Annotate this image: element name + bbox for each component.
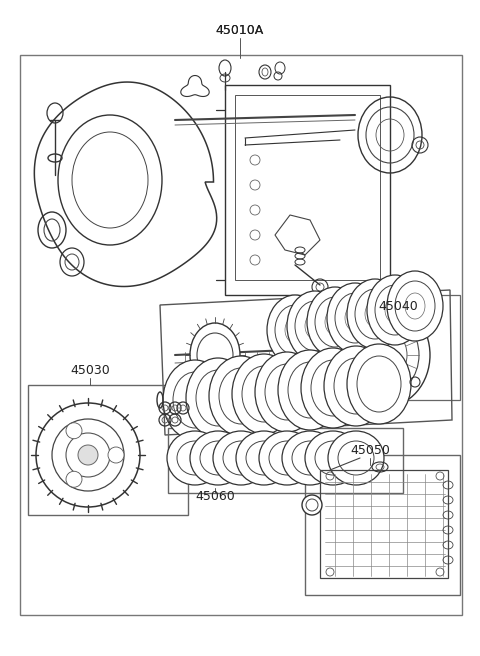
Ellipse shape (347, 344, 411, 424)
Ellipse shape (259, 431, 315, 485)
Text: 45060: 45060 (195, 491, 235, 504)
Ellipse shape (190, 431, 246, 485)
Bar (340, 295, 460, 400)
Text: 45040: 45040 (378, 300, 418, 314)
Ellipse shape (163, 360, 227, 440)
Ellipse shape (167, 431, 223, 485)
Ellipse shape (255, 352, 319, 432)
Circle shape (52, 419, 124, 491)
Ellipse shape (232, 354, 296, 434)
Ellipse shape (209, 356, 273, 436)
Ellipse shape (328, 431, 384, 485)
Bar (20, 55, 462, 615)
Ellipse shape (267, 295, 323, 365)
Ellipse shape (367, 275, 423, 345)
Bar (320, 470, 448, 578)
Ellipse shape (278, 350, 342, 430)
Ellipse shape (305, 431, 361, 485)
Bar (28, 385, 188, 515)
Ellipse shape (301, 348, 365, 428)
Circle shape (66, 471, 82, 487)
Circle shape (66, 422, 82, 439)
Ellipse shape (282, 431, 338, 485)
Circle shape (36, 403, 140, 507)
Text: 45010A: 45010A (216, 24, 264, 37)
Circle shape (302, 495, 322, 515)
Ellipse shape (347, 279, 403, 349)
Text: 45050: 45050 (350, 443, 390, 457)
Bar (168, 428, 403, 493)
Ellipse shape (307, 287, 363, 357)
Ellipse shape (324, 346, 388, 426)
Bar (305, 455, 460, 595)
Text: 45010A: 45010A (216, 24, 264, 37)
Ellipse shape (387, 271, 443, 341)
Ellipse shape (236, 431, 292, 485)
Ellipse shape (287, 291, 343, 361)
Circle shape (108, 447, 124, 463)
Ellipse shape (186, 358, 250, 438)
Bar (225, 85, 390, 295)
Ellipse shape (327, 283, 383, 353)
Text: 45030: 45030 (70, 363, 110, 377)
Ellipse shape (213, 431, 269, 485)
Ellipse shape (190, 323, 240, 387)
Circle shape (78, 445, 98, 465)
Circle shape (66, 433, 110, 477)
Bar (235, 95, 380, 280)
